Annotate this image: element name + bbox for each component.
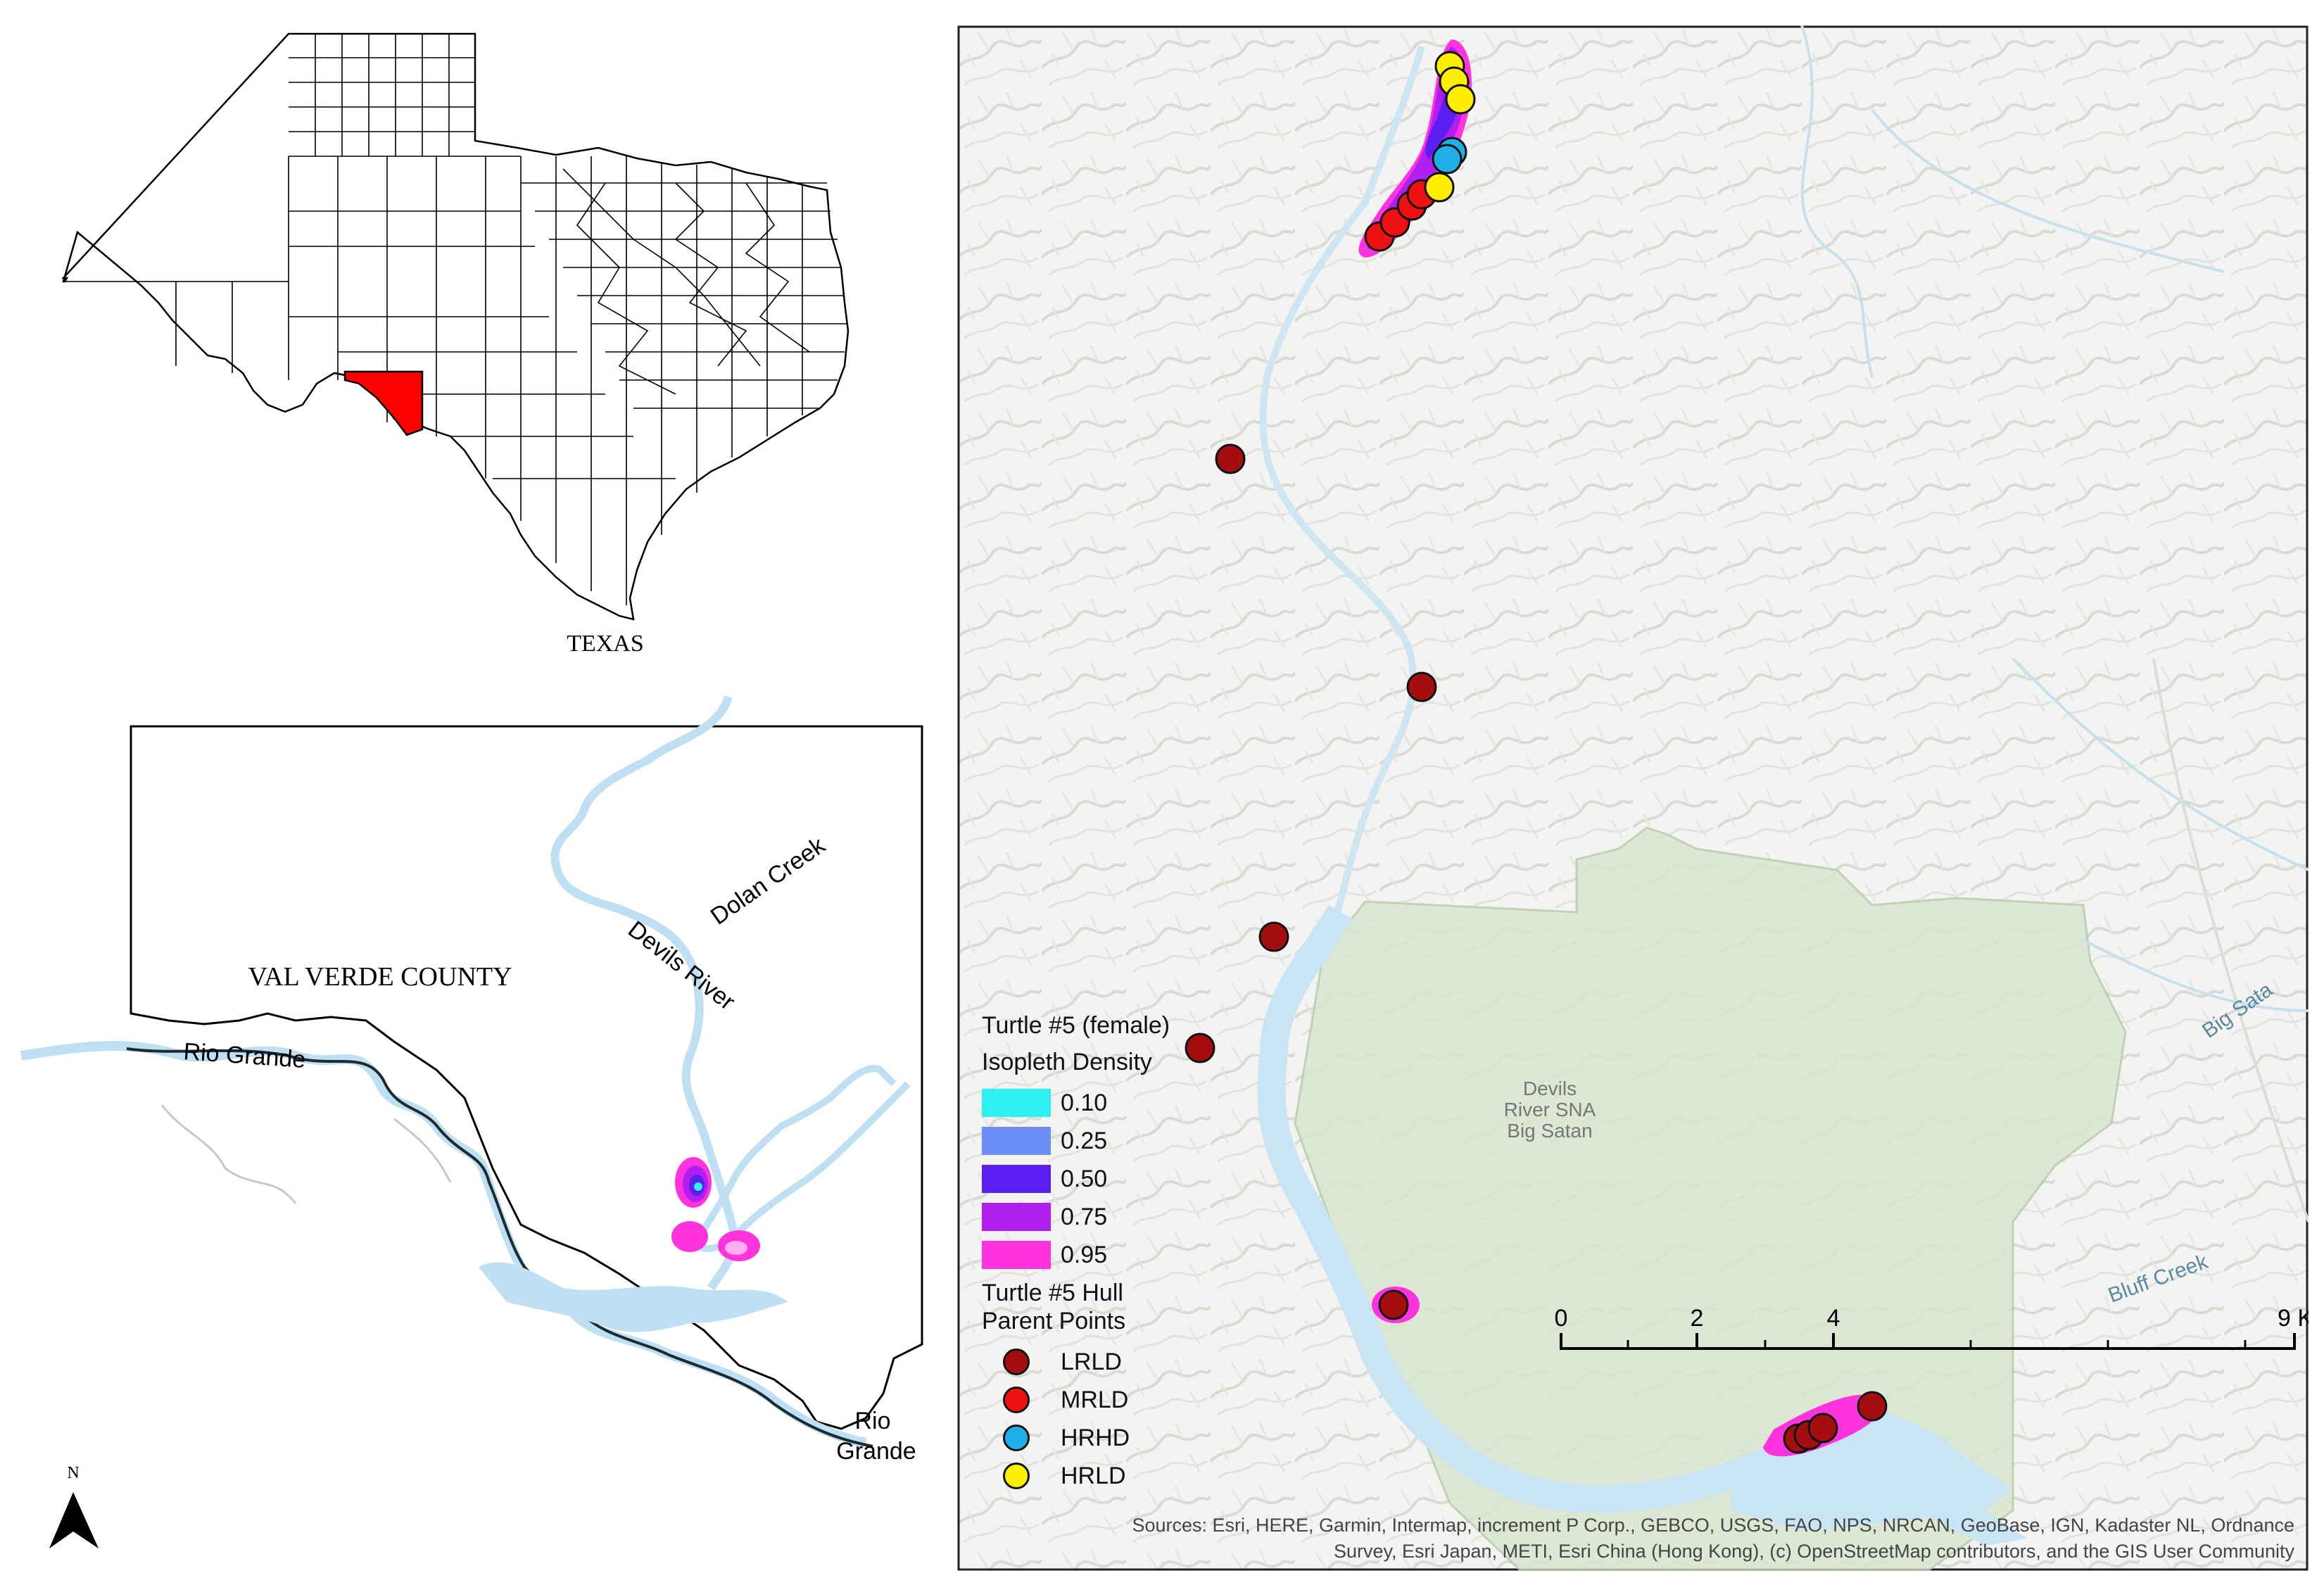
legend-isopleth-swatch <box>982 1165 1051 1193</box>
parent-points <box>1185 51 1888 1454</box>
legend-point-symbol <box>1003 1463 1030 1489</box>
point-lrld <box>1185 1033 1215 1063</box>
texas-label: TEXAS <box>567 631 644 657</box>
devils-river-label: Devils River <box>623 916 740 1016</box>
legend-title: Turtle #5 (female) <box>982 1012 1170 1039</box>
legend-point-symbol <box>1003 1349 1030 1375</box>
scale-bar: 0 2 4 9 Kilometers <box>1555 1305 2309 1350</box>
legend-isopleth-item: 0.95 <box>982 1236 1292 1274</box>
legend-point-label: HRLD <box>1061 1463 1126 1489</box>
point-lrld <box>1857 1391 1888 1422</box>
scale-tick-0: 0 <box>1555 1305 1568 1332</box>
scale-tick-4: 4 <box>1827 1305 1840 1332</box>
texas-inset-map: TEXAS <box>61 32 850 657</box>
legend-isopleth-label: 0.95 <box>1061 1242 1108 1268</box>
north-arrow-icon <box>49 1492 99 1548</box>
scale-tick-2: 2 <box>1691 1305 1704 1332</box>
legend-hull-title-1: Turtle #5 Hull <box>982 1280 1123 1306</box>
sources-line-2: Survey, Esri Japan, METI, Esri China (Ho… <box>1334 1541 2295 1562</box>
legend-point-item: LRLD <box>982 1343 1292 1381</box>
rio-grande-east-label-2: Grande <box>836 1438 916 1465</box>
point-lrld <box>1378 1289 1409 1320</box>
legend-isopleth-item: 0.75 <box>982 1198 1292 1236</box>
protected-area-label-2: River SNA <box>1504 1099 1596 1120</box>
protected-area-label-3: Big Satan <box>1507 1120 1592 1142</box>
point-lrld <box>1807 1413 1838 1444</box>
rio-grande-east-label-1: Rio <box>854 1408 890 1434</box>
legend-isopleth-label: 0.75 <box>1061 1204 1108 1230</box>
south-patch-1 <box>671 1221 708 1252</box>
legend-point-item: MRLD <box>982 1381 1292 1419</box>
legend-point-label: HRHD <box>1061 1425 1130 1451</box>
point-lrld <box>1215 443 1246 474</box>
texas-outline <box>61 32 850 621</box>
legend: Turtle #5 (female) Isopleth Density 0.10… <box>982 1013 1292 1495</box>
legend-isopleth-item: 0.50 <box>982 1160 1292 1198</box>
dolan-creek-label: Dolan Creek <box>706 831 831 930</box>
protected-area-label-1: Devils <box>1523 1078 1577 1099</box>
county-outline <box>130 725 923 1430</box>
legend-isopleth-swatch <box>982 1089 1051 1117</box>
legend-point-item: HRHD <box>982 1419 1292 1457</box>
legend-point-symbol <box>1003 1425 1030 1451</box>
legend-isopleth-item: 0.25 <box>982 1122 1292 1160</box>
legend-isopleth-swatch <box>982 1203 1051 1231</box>
legend-isopleth-swatch <box>982 1127 1051 1155</box>
north-arrow-label: N <box>67 1464 79 1482</box>
sources-line-1: Sources: Esri, HERE, Garmin, Intermap, i… <box>1132 1515 2294 1536</box>
legend-isopleth-label: 0.10 <box>1061 1090 1108 1116</box>
val-verde-county-highlight <box>343 370 424 436</box>
legend-point-item: HRLD <box>982 1457 1292 1495</box>
legend-point-label: LRLD <box>1061 1349 1122 1375</box>
county-label: VAL VERDE COUNTY <box>248 962 512 992</box>
legend-point-label: MRLD <box>1061 1387 1129 1413</box>
legend-point-symbol <box>1003 1387 1030 1413</box>
rio-grande-label: Rio Grande <box>182 1038 306 1073</box>
point-lrld <box>1258 921 1289 952</box>
legend-isopleth-item: 0.10 <box>982 1084 1292 1122</box>
devils-river <box>550 695 738 1291</box>
county-inset-map: VAL VERDE COUNTY Rio Grande Rio Grande D… <box>20 695 923 1548</box>
main-map: Devils River SNA Big Satan Bluff Creek B… <box>957 25 2309 1571</box>
legend-isopleth-list: 0.10 0.25 0.50 0.75 0.95 <box>982 1084 1292 1274</box>
point-lrld <box>1406 671 1437 702</box>
county-grid <box>63 34 847 605</box>
point-hrld <box>1445 84 1476 115</box>
legend-isopleth-label: 0.25 <box>1061 1128 1108 1154</box>
scale-end-label: 9 Kilometers <box>2278 1305 2309 1332</box>
legend-hull-title-2: Parent Points <box>982 1308 1126 1334</box>
point-hrld <box>1424 172 1455 203</box>
point-hrhd <box>1432 144 1463 175</box>
legend-isopleth-swatch <box>982 1241 1051 1269</box>
legend-isopleth-label: 0.50 <box>1061 1166 1108 1192</box>
legend-isopleth-title: Isopleth Density <box>982 1049 1152 1075</box>
legend-point-list: LRLD MRLD HRHD HRLD <box>982 1343 1292 1495</box>
